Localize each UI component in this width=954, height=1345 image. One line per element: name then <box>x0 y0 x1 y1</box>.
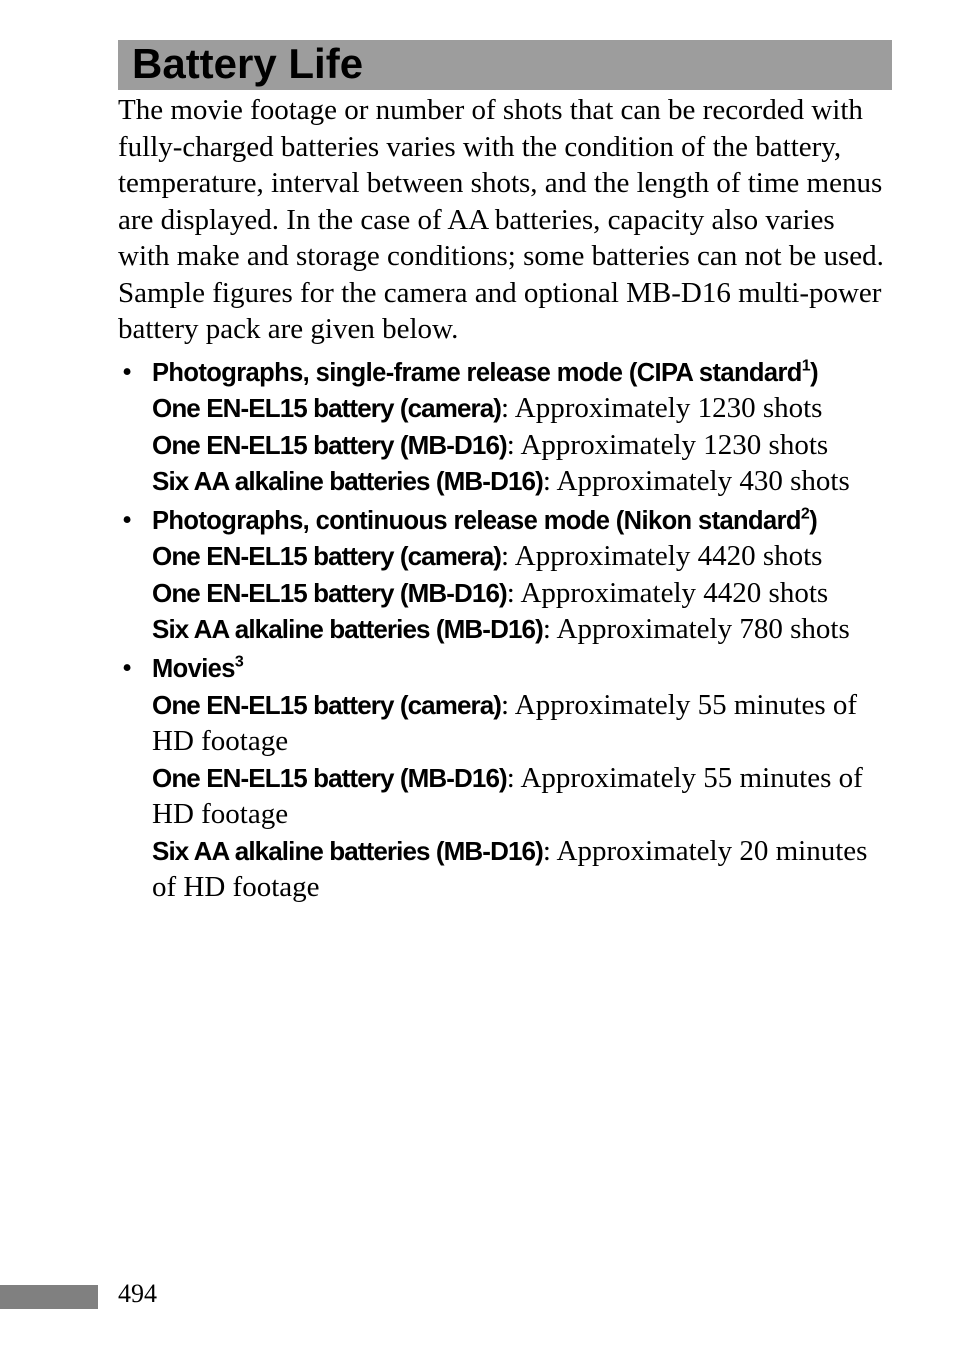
spec-value: : Approximately 1230 shots <box>507 429 828 461</box>
heading-text: Movies <box>152 655 235 683</box>
spec-line: One EN-EL15 battery (camera): Approximat… <box>152 687 892 760</box>
spec-label: Six AA alkaline batteries (MB-D16) <box>152 614 543 644</box>
bullet-heading: Photographs, single-frame release mode (… <box>152 354 892 391</box>
spec-label: One EN-EL15 battery (MB-D16) <box>152 430 507 460</box>
spec-line: One EN-EL15 battery (MB-D16): Approximat… <box>152 575 892 612</box>
heading-text: Photographs, single-frame release mode (… <box>152 359 802 387</box>
bullet-list: Photographs, single-frame release mode (… <box>118 354 892 906</box>
section-title: Battery Life <box>132 40 878 88</box>
spec-value: : Approximately 4420 shots <box>501 540 822 572</box>
spec-label: One EN-EL15 battery (MB-D16) <box>152 578 507 608</box>
spec-value: : Approximately 1230 shots <box>501 392 822 424</box>
footer-tab <box>0 1285 98 1309</box>
spec-line: One EN-EL15 battery (camera): Approximat… <box>152 538 892 575</box>
spec-line: One EN-EL15 battery (MB-D16): Approximat… <box>152 760 892 833</box>
heading-post: ) <box>810 359 818 387</box>
bullet-movies: Movies3 One EN-EL15 battery (camera): Ap… <box>118 650 892 906</box>
bullet-photos-single: Photographs, single-frame release mode (… <box>118 354 892 500</box>
spec-value: : Approximately 780 shots <box>543 613 850 645</box>
spec-line: One EN-EL15 battery (MB-D16): Approximat… <box>152 427 892 464</box>
spec-label: One EN-EL15 battery (camera) <box>152 690 501 720</box>
bullet-photos-continuous: Photographs, continuous release mode (Ni… <box>118 502 892 648</box>
bullet-heading: Movies3 <box>152 650 892 687</box>
heading-text: Photographs, continuous release mode (Ni… <box>152 507 801 535</box>
spec-line: Six AA alkaline batteries (MB-D16): Appr… <box>152 611 892 648</box>
heading-sup: 2 <box>801 505 809 522</box>
heading-sup: 1 <box>802 357 810 374</box>
spec-label: One EN-EL15 battery (camera) <box>152 541 501 571</box>
spec-label: Six AA alkaline batteries (MB-D16) <box>152 836 543 866</box>
spec-line: Six AA alkaline batteries (MB-D16): Appr… <box>152 463 892 500</box>
heading-sup: 3 <box>235 653 243 670</box>
spec-label: One EN-EL15 battery (camera) <box>152 393 501 423</box>
intro-paragraph: The movie footage or number of shots tha… <box>118 92 892 348</box>
heading-post: ) <box>809 507 817 535</box>
spec-value: : Approximately 4420 shots <box>507 577 828 609</box>
spec-value: : Approximately 430 shots <box>543 465 850 497</box>
spec-label: One EN-EL15 battery (MB-D16) <box>152 763 507 793</box>
section-header-bar: Battery Life <box>118 40 892 90</box>
page: Battery Life The movie footage or number… <box>0 0 954 1345</box>
page-footer: 494 <box>0 1285 954 1309</box>
spec-label: Six AA alkaline batteries (MB-D16) <box>152 466 543 496</box>
bullet-heading: Photographs, continuous release mode (Ni… <box>152 502 892 539</box>
page-number: 494 <box>118 1279 157 1309</box>
spec-line: One EN-EL15 battery (camera): Approximat… <box>152 390 892 427</box>
spec-line: Six AA alkaline batteries (MB-D16): Appr… <box>152 833 892 906</box>
